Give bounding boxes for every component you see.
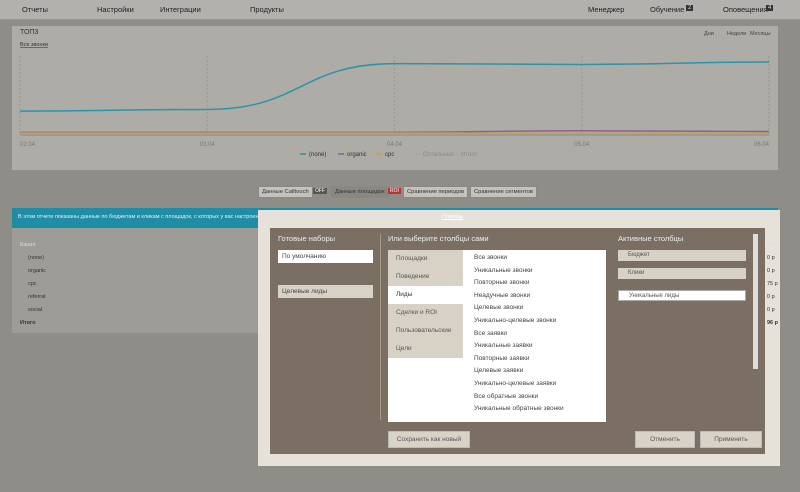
section-title: Активные столбцы [618,234,684,243]
top-bar [0,0,800,20]
table-cell: cpc [28,281,37,287]
table-cell: 0 р [767,268,775,274]
nav-item[interactable]: Интеграции [160,5,201,14]
column-item[interactable]: Целевые заявки [474,367,524,375]
column-item[interactable]: Целевые звонки [474,304,524,312]
active-column[interactable]: Бюджет [618,250,746,261]
tab-badge: OFF [313,188,327,194]
table-header: Канал [20,242,36,248]
column-item[interactable]: Уникальные звонки [474,266,533,274]
group[interactable]: Лиды [388,286,463,304]
group[interactable]: Площадки [388,250,463,268]
section-title: Или выберите столбцы сами [388,234,489,243]
column-item[interactable]: Уникально-целевые заявки [474,380,557,387]
period-button: Месяцы [750,31,771,37]
x-tick-label: 04.04 [387,142,403,148]
nav-item[interactable]: Менеджер [588,5,625,14]
legend-label: cpc [385,152,394,158]
x-tick-label: 02.04 [20,142,36,148]
table-cell: Итого [20,320,36,326]
table-cell: organic [28,268,47,274]
active-column[interactable]: Уникальные лиды [618,290,746,301]
table-cell: social [28,307,43,313]
table-cell: 96 р [767,320,779,326]
group[interactable]: Сделки и ROI [388,304,463,322]
nav-item[interactable]: Отчеты [22,5,48,14]
group[interactable]: Поведение [388,268,463,286]
column-item[interactable]: Уникальные заявки [474,342,533,350]
chart-panel: ТОП3 Все звонки Дни Недели Месяцы 02.04 03.0… [12,26,778,170]
column-item[interactable]: Неадучные звонки [474,291,531,299]
nav-item[interactable]: Обучение [650,5,685,14]
badge: 4 [766,5,774,11]
group[interactable]: Пользовательские [388,322,463,340]
table-header: жан [767,242,777,248]
tab[interactable]: Сравнение периодов [403,186,469,198]
preset[interactable]: Целевые лиды [278,285,373,298]
active-column[interactable]: Клики [618,268,746,279]
button[interactable]: Сохранить как новый [388,431,470,448]
table-cell: 0 р [767,294,775,300]
column-item[interactable]: Все заявки [474,329,508,337]
legend-label: organic [347,152,367,158]
column-item[interactable]: Повторные звонки [474,279,530,287]
tab[interactable]: Данные Calltouch [258,186,313,198]
period-button: Недели [727,31,746,37]
table-cell: referral [28,294,46,300]
table-cell: 0 р [767,307,775,313]
column-item[interactable]: Повторные заявки [474,354,530,362]
info-text: В этом отчете показаны данные по бюджета… [18,214,446,220]
legend-label: Остальные [423,152,455,158]
series-line [19,61,770,112]
nav-item[interactable]: Оповещения [723,5,768,14]
section-title: Готовые наборы [278,234,336,243]
badge: 2 [686,5,694,11]
period-button: Дни [704,31,714,37]
table-cell: 0 р [767,255,775,261]
info-link[interactable]: Помощь [442,214,464,220]
tab[interactable]: Данные площадок [331,186,389,198]
column-item[interactable]: Все звонки [474,254,508,261]
tab[interactable]: Сравнение сегментов [470,186,537,198]
chart: ТОП3 Все звонки Дни Недели Месяцы 02.04 03.0… [19,29,771,158]
column-item[interactable]: Уникально-целевые звонки [474,317,557,324]
table-cell: 75 р [767,281,778,287]
legend-label: (none) [309,152,326,158]
tab-badge: ROI [388,188,401,194]
x-tick-label: 06.04 [754,142,770,148]
nav-item[interactable]: Настройки [97,5,134,14]
chart-title: ТОП3 [20,29,38,36]
x-tick-label: 03.04 [200,142,216,148]
button[interactable]: Применить [700,431,762,448]
subtitle[interactable]: Все звонки [20,42,48,48]
x-tick-label: 05.04 [574,142,590,148]
preset[interactable]: По умолчанию [278,250,373,263]
legend-label: Итого [461,152,477,158]
nav-item[interactable]: Продукты [250,5,284,14]
dialog: Готовые наборы Или выберите столбцы сами А… [270,228,765,454]
series-line [20,129,770,134]
group[interactable]: Цели [388,340,463,358]
button[interactable]: Отменить [635,431,695,448]
column-item[interactable]: Уникальные обратные звонки [474,405,564,413]
table-cell: (none) [28,255,44,261]
column-item[interactable]: Все обратные звонки [474,392,539,400]
